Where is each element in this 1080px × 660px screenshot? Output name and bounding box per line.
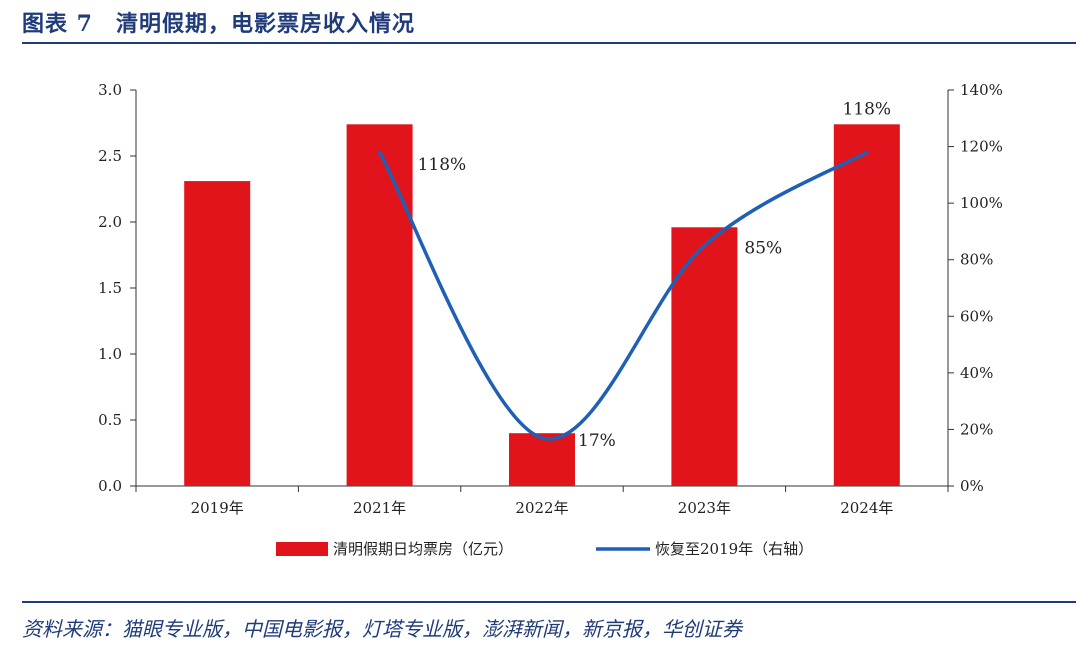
- bar: [833, 124, 900, 486]
- bar: [346, 124, 413, 486]
- x-tick-label: 2019年: [191, 499, 244, 517]
- line-data-label: 17%: [578, 431, 616, 451]
- header-rule: [22, 42, 1076, 44]
- x-tick-label: 2023年: [678, 499, 731, 517]
- chart-axes: 0.0 0.5 1.0 1.5 2.0 2.5 3.0 0% 20% 40% 60% 80% 100% 1…: [98, 81, 1003, 517]
- right-tick-label: 60%: [960, 307, 993, 325]
- x-tick-label: 2024年: [840, 499, 893, 517]
- left-tick-label: 2.5: [98, 147, 122, 165]
- right-tick-label: 80%: [960, 251, 993, 269]
- left-tick-label: 3.0: [98, 81, 122, 99]
- right-tick-label: 140%: [960, 81, 1003, 99]
- left-tick-label: 1.5: [98, 279, 122, 297]
- chart-title: 图表 7 清明假期，电影票房收入情况: [22, 11, 415, 37]
- right-tick-label: 20%: [960, 420, 993, 438]
- right-tick-label: 120%: [960, 138, 1003, 156]
- legend-line-label: 恢复至2019年（右轴）: [655, 540, 813, 558]
- bar: [184, 181, 251, 486]
- footer-rule: [22, 601, 1076, 603]
- x-tick-label: 2022年: [515, 499, 568, 517]
- right-tick-label: 0%: [960, 477, 984, 495]
- bar: [671, 227, 738, 486]
- left-tick-label: 2.0: [98, 213, 122, 231]
- legend: 清明假期日均票房（亿元） 恢复至2019年（右轴）: [276, 540, 813, 558]
- line-data-label: 118%: [418, 155, 467, 175]
- bar: [509, 433, 575, 486]
- line-data-label: 85%: [744, 239, 782, 259]
- left-tick-label: 0.5: [98, 411, 122, 429]
- legend-bar-swatch: [276, 542, 328, 556]
- line-data-label: 118%: [842, 99, 891, 119]
- bar-series: [184, 124, 900, 486]
- left-tick-label: 0.0: [98, 477, 122, 495]
- source-note: 资料来源：猫眼专业版，中国电影报，灯塔专业版，澎湃新闻，新京报，华创证券: [22, 617, 742, 641]
- left-tick-label: 1.0: [98, 345, 122, 363]
- legend-bar-label: 清明假期日均票房（亿元）: [333, 540, 513, 558]
- recovery-line: [377, 150, 869, 441]
- right-tick-label: 100%: [960, 194, 1003, 212]
- line-series: [377, 150, 869, 441]
- x-tick-label: 2021年: [353, 499, 406, 517]
- data-labels: 118% 17% 85% 118%: [418, 99, 892, 451]
- combo-chart: 0.0 0.5 1.0 1.5 2.0 2.5 3.0 0% 20% 40% 60% 80% 100% 1…: [98, 81, 1003, 558]
- right-tick-label: 40%: [960, 364, 993, 382]
